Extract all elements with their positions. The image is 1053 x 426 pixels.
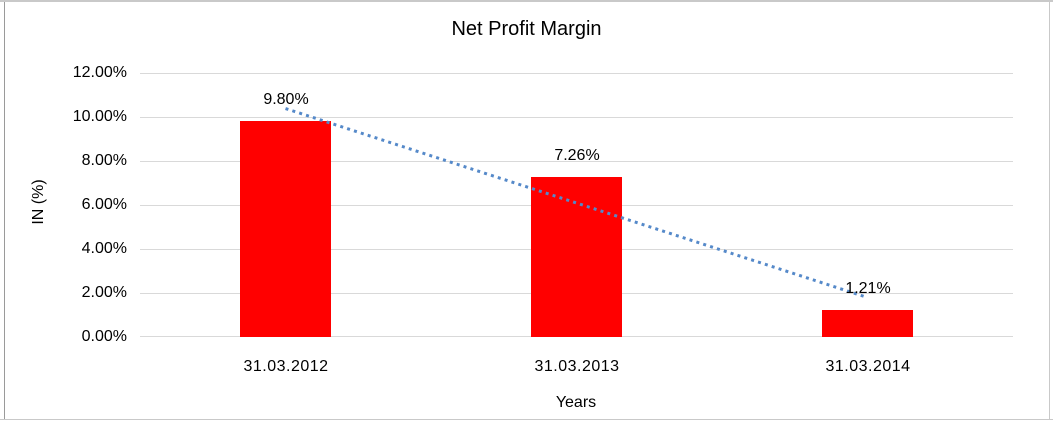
frame-border-right xyxy=(1049,0,1050,419)
y-axis-tick-label: 0.00% xyxy=(81,328,127,345)
trendline xyxy=(285,107,868,299)
gridline xyxy=(140,117,1013,118)
frame-border-left xyxy=(4,2,5,419)
bar xyxy=(822,310,913,337)
y-axis-tick-label: 8.00% xyxy=(81,152,127,169)
x-axis-tick-label: 31.03.2012 xyxy=(243,358,329,375)
x-axis-title: Years xyxy=(555,394,597,411)
y-axis-tick-label: 12.00% xyxy=(72,64,127,81)
gridline xyxy=(140,73,1013,74)
frame-border-top xyxy=(0,0,1053,2)
x-axis-tick-label: 31.03.2014 xyxy=(825,358,911,375)
chart-title: Net Profit Margin xyxy=(451,18,602,40)
bar-data-label: 1.21% xyxy=(845,280,891,297)
y-axis-tick-label: 10.00% xyxy=(72,108,127,125)
gridline xyxy=(140,161,1013,162)
bar xyxy=(531,177,622,337)
plot-area xyxy=(140,73,1013,337)
bar-data-label: 7.26% xyxy=(554,147,600,164)
y-axis-tick-label: 2.00% xyxy=(81,284,127,301)
bar-data-label: 9.80% xyxy=(263,91,309,108)
frame-border-bottom xyxy=(0,419,1053,420)
y-axis-tick-label: 4.00% xyxy=(81,240,127,257)
bar xyxy=(240,121,331,337)
y-axis-tick-label: 6.00% xyxy=(81,196,127,213)
x-axis-tick-label: 31.03.2013 xyxy=(534,358,620,375)
